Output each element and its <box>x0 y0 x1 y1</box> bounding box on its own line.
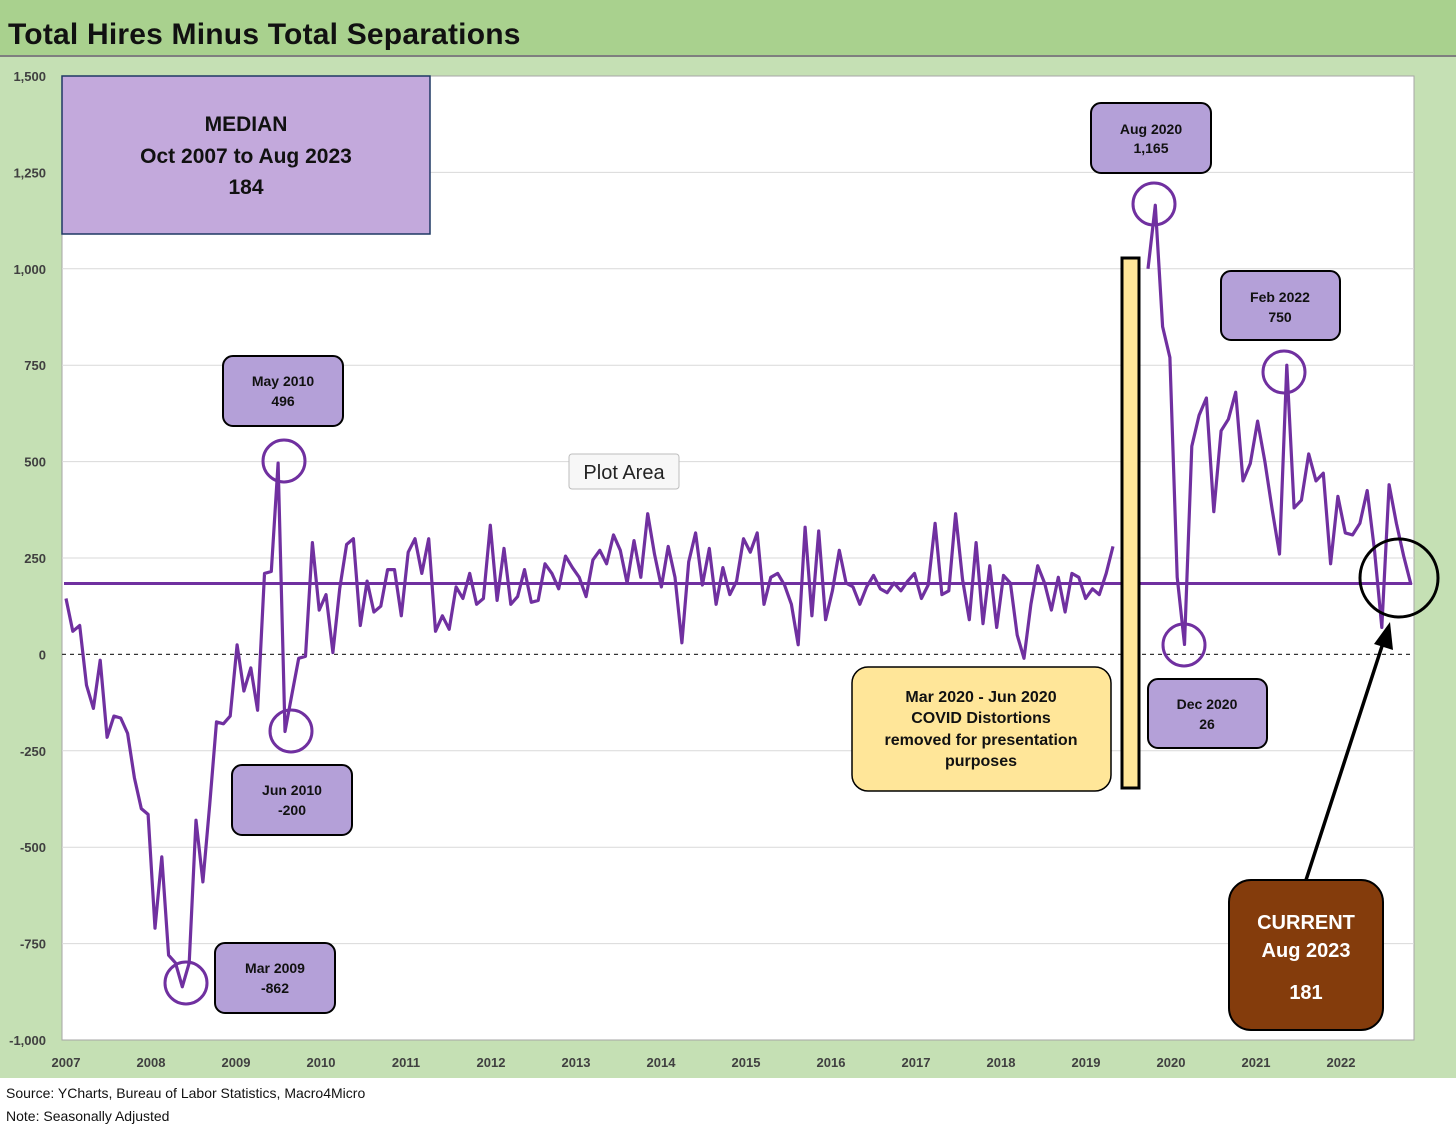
footer: Source: YCharts, Bureau of Labor Statist… <box>0 1078 1456 1129</box>
y-tick-label: -1,000 <box>9 1033 46 1048</box>
current-arrow <box>1304 639 1386 881</box>
callout-aug-2020: Aug 2020 1,165 <box>1090 102 1212 174</box>
x-tick-label: 2020 <box>1157 1055 1186 1070</box>
x-tick-label: 2007 <box>52 1055 81 1070</box>
callout-date: Jun 2010 <box>262 782 322 798</box>
plot-area-tooltip: Plot Area <box>568 453 680 490</box>
y-tick-label: 500 <box>24 455 46 470</box>
callout-jun-2010: Jun 2010 -200 <box>231 764 353 836</box>
median-box <box>61 75 431 235</box>
median-box-line3: 184 <box>228 176 263 199</box>
current-date: Aug 2023 <box>1262 940 1351 962</box>
callout-may-2010: May 2010 496 <box>222 355 344 427</box>
seasonal-note: Note: Seasonally Adjusted <box>6 1108 170 1124</box>
callout-value: 1,165 <box>1133 140 1168 156</box>
x-tick-label: 2009 <box>222 1055 251 1070</box>
callout-value: 26 <box>1199 716 1215 732</box>
callout-feb-2022: Feb 2022 750 <box>1220 270 1341 341</box>
y-tick-label: -250 <box>20 744 46 759</box>
current-arrow-head <box>1374 622 1393 650</box>
callout-date: Mar 2009 <box>245 960 305 976</box>
x-tick-label: 2012 <box>477 1055 506 1070</box>
y-tick-label: 1,500 <box>13 69 46 84</box>
highlight-circle-may-2010 <box>261 438 307 484</box>
highlight-circle-aug-2020 <box>1131 181 1177 227</box>
callout-value: -200 <box>278 802 306 818</box>
x-tick-label: 2011 <box>392 1055 420 1070</box>
highlight-circle-jun-2010 <box>268 708 314 754</box>
y-tick-label: 250 <box>24 551 46 566</box>
highlight-circle-current <box>1358 537 1440 619</box>
title-bar: Total Hires Minus Total Separations <box>0 0 1456 57</box>
series-line-post-covid[interactable] <box>1146 203 1413 647</box>
x-axis: 2007 2008 2009 2010 2011 2012 2013 2014 2015 2016… <box>52 1055 1356 1070</box>
covid-note-box: Mar 2020 - Jun 2020 COVID Distortions re… <box>851 666 1112 792</box>
series-line-pre-covid[interactable] <box>64 461 1115 989</box>
x-tick-label: 2018 <box>987 1055 1016 1070</box>
callout-date: Aug 2020 <box>1120 121 1182 137</box>
callout-date: Feb 2022 <box>1250 289 1310 305</box>
x-tick-label: 2014 <box>647 1055 677 1070</box>
plot-area-tooltip-text: Plot Area <box>583 462 665 484</box>
source-note: Source: YCharts, Bureau of Labor Statist… <box>6 1085 366 1101</box>
x-tick-label: 2019 <box>1072 1055 1101 1070</box>
median-box-line1: MEDIAN <box>205 113 288 136</box>
covid-note-line3: removed for presentation <box>885 732 1078 749</box>
x-tick-label: 2017 <box>902 1055 931 1070</box>
x-tick-label: 2015 <box>732 1055 761 1070</box>
covid-note-line1: Mar 2020 - Jun 2020 <box>905 689 1056 706</box>
y-tick-label: 750 <box>24 358 46 373</box>
median-box-line2: Oct 2007 to Aug 2023 <box>140 145 352 168</box>
covid-note-line4: purposes <box>945 753 1017 770</box>
current-value-box: CURRENT Aug 2023 181 <box>1228 879 1384 1031</box>
chart-title: Total Hires Minus Total Separations <box>8 18 521 51</box>
callout-date: May 2010 <box>252 373 314 389</box>
callout-dec-2020: Dec 2020 26 <box>1147 678 1268 749</box>
y-tick-label: -750 <box>20 937 46 952</box>
covid-note-line2: COVID Distortions <box>911 710 1051 727</box>
x-tick-label: 2022 <box>1327 1055 1356 1070</box>
y-tick-label: -500 <box>20 840 46 855</box>
callout-mar-2009: Mar 2009 -862 <box>214 942 336 1014</box>
x-tick-label: 2013 <box>562 1055 591 1070</box>
callout-value: 496 <box>271 393 295 409</box>
callout-value: -862 <box>261 980 289 996</box>
x-tick-label: 2008 <box>137 1055 166 1070</box>
covid-gap-marker <box>1120 256 1141 790</box>
highlight-circle-dec-2020 <box>1161 622 1207 668</box>
current-value: 181 <box>1289 982 1322 1004</box>
current-label: CURRENT <box>1257 912 1355 934</box>
y-tick-label: 0 <box>39 647 46 662</box>
highlight-circle-feb-2022 <box>1261 349 1307 395</box>
callout-date: Dec 2020 <box>1177 696 1238 712</box>
callout-value: 750 <box>1268 309 1292 325</box>
x-tick-label: 2021 <box>1242 1055 1271 1070</box>
y-tick-label: 1,250 <box>13 165 46 180</box>
x-tick-label: 2010 <box>307 1055 336 1070</box>
y-tick-label: 1,000 <box>13 262 46 277</box>
highlight-circle-mar-2009 <box>163 960 209 1006</box>
y-axis: 1,500 1,250 1,000 750 500 250 0 -250 -500 -750 -1,… <box>9 69 46 1048</box>
x-tick-label: 2016 <box>817 1055 846 1070</box>
